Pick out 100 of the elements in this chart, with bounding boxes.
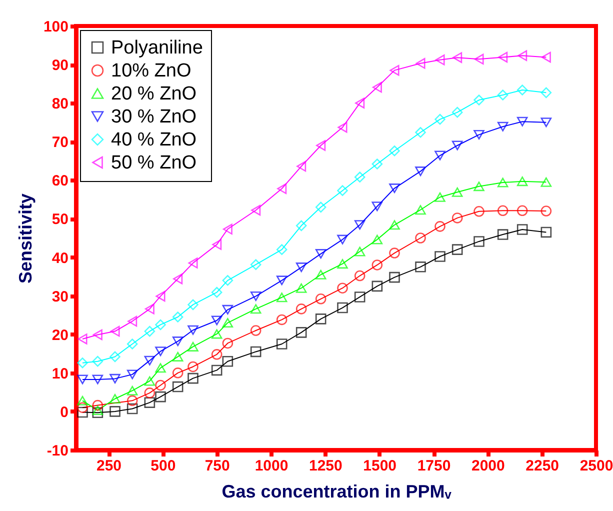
point (250, 291, 262, 301)
point (144, 326, 156, 337)
point (337, 234, 348, 244)
point (110, 326, 120, 337)
point (110, 351, 120, 362)
point (222, 318, 234, 328)
point (188, 342, 198, 352)
point (337, 185, 348, 196)
point (315, 314, 326, 324)
point (474, 54, 484, 65)
x-tick-label: 250 (96, 458, 122, 474)
point (222, 275, 234, 286)
point (155, 319, 166, 330)
x-tick-label: 2000 (471, 458, 505, 474)
point (92, 407, 104, 418)
x-axis-title: Gas concentration in PPMᵥ (222, 482, 452, 502)
point (389, 145, 400, 156)
point (296, 262, 307, 272)
point (497, 122, 508, 132)
point (338, 122, 348, 133)
point (156, 290, 166, 302)
point (516, 116, 528, 126)
point (516, 205, 528, 216)
point (144, 376, 156, 386)
point (434, 150, 446, 160)
point (211, 329, 222, 339)
y-tick-label: 0 (60, 404, 68, 421)
point (250, 304, 262, 314)
y-axis-title: Sensitivity (15, 193, 36, 284)
point (516, 176, 528, 186)
point (434, 221, 446, 232)
point (211, 316, 222, 326)
legend-label: Polyaniline (111, 38, 203, 58)
point (315, 249, 326, 259)
point (172, 336, 184, 346)
point (172, 368, 184, 378)
point (77, 374, 88, 384)
point (173, 273, 183, 284)
point (77, 396, 88, 406)
point (77, 402, 88, 413)
point (372, 260, 383, 270)
point (211, 349, 222, 360)
x-tick-label: 2500 (580, 458, 613, 474)
legend-label: 50 % ZnO (111, 152, 197, 174)
point (126, 395, 138, 406)
point (372, 202, 383, 212)
point (415, 262, 426, 272)
point (144, 356, 156, 366)
legend-label: 40 % ZnO (111, 130, 197, 150)
point (110, 406, 120, 417)
point (211, 286, 222, 298)
x-tick-label: 1750 (417, 458, 451, 474)
point (354, 172, 366, 182)
point (276, 276, 288, 286)
legend-label: 20 % ZnO (111, 84, 197, 104)
point (540, 118, 552, 128)
point (389, 248, 400, 258)
point (389, 272, 400, 283)
legend-label: 10% ZnO (111, 60, 192, 82)
point (211, 364, 222, 376)
y-tick-label: 50 (52, 211, 68, 228)
y-tick-label: 10 (52, 365, 68, 382)
point (389, 184, 400, 194)
y-tick-label: 20 (52, 326, 68, 344)
x-tick-label: 750 (204, 458, 230, 474)
y-tick-label: -10 (46, 442, 68, 460)
y-tick-label: 30 (52, 288, 68, 306)
point (434, 114, 446, 125)
y-tick-label: 80 (52, 96, 68, 113)
x-tick-label: 1500 (363, 458, 397, 474)
point (452, 106, 463, 118)
point (144, 388, 156, 398)
point (296, 304, 307, 314)
point (541, 52, 551, 63)
point (354, 220, 366, 230)
point (518, 50, 528, 62)
point (296, 283, 307, 293)
point (144, 397, 156, 408)
point (497, 229, 508, 240)
point (276, 338, 288, 350)
y-tick-label: 60 (52, 172, 68, 190)
point (276, 292, 288, 302)
point (276, 314, 288, 326)
point (497, 205, 508, 216)
x-tick-label: 500 (150, 458, 176, 474)
point (372, 158, 383, 170)
point (78, 334, 88, 344)
point (315, 270, 326, 280)
point (222, 304, 234, 314)
point (222, 224, 232, 235)
point (540, 177, 552, 187)
point (516, 84, 528, 96)
point (144, 304, 154, 314)
point (188, 361, 198, 372)
point (188, 325, 198, 335)
point (474, 206, 484, 217)
point (540, 87, 552, 98)
point (355, 98, 365, 108)
point (452, 187, 463, 197)
point (77, 357, 88, 368)
